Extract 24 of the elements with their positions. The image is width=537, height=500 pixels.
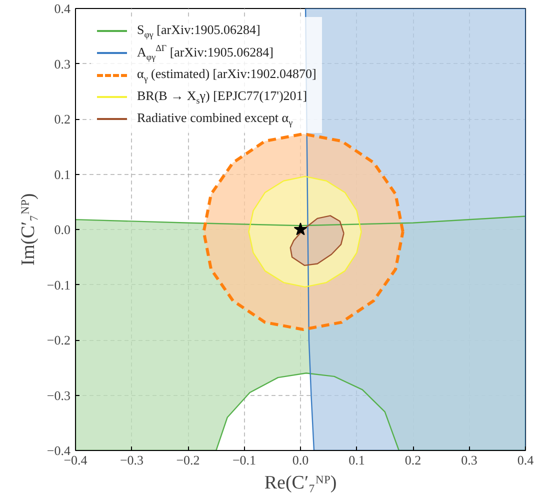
x-tick-label: −0.2 [176,452,200,468]
x-tick-label: 0.1 [348,452,365,468]
x-tick-label: −0.3 [120,452,144,468]
y-tick-label: 0.2 [54,112,70,126]
x-tick-label: 0.3 [461,452,478,468]
y-tick-label: −0.2 [46,332,71,348]
y-tick-label: 0.3 [54,56,70,72]
legend-label: A$_{φγ}$$^{ΔΓ}$ [arXiv:1905.06284] [137,42,274,64]
x-tick-label: 0.0 [292,452,309,468]
x-axis-title: Re(C′₇ᴺᴾ) [264,472,337,494]
legend-label: Radiative combined except α$_{γ}$ [137,108,293,130]
y-tick-label: 0.1 [54,166,70,182]
x-tick-label: −0.1 [232,452,256,468]
legend-label: BR(B → X$_{s}$γ) [EPJC77(17')201] [137,86,308,108]
y-axis-title: Im(C′₇ᴺᴾ) [18,193,39,266]
y-tick-label: −0.3 [46,388,71,403]
y-tick-label: −0.1 [46,277,71,292]
y-tick-label: 0.0 [54,222,70,237]
y-tick-label: 0.4 [54,1,71,16]
y-tick-label: −0.4 [46,443,71,458]
legend-label: α$_{γ}$ (estimated) [arXiv:1902.04870] [137,64,316,86]
x-tick-label: 0.2 [404,452,422,468]
legend-label: S$_{φγ}$ [arXiv:1905.06284] [137,20,260,42]
x-tick-label: 0.4 [517,452,534,468]
